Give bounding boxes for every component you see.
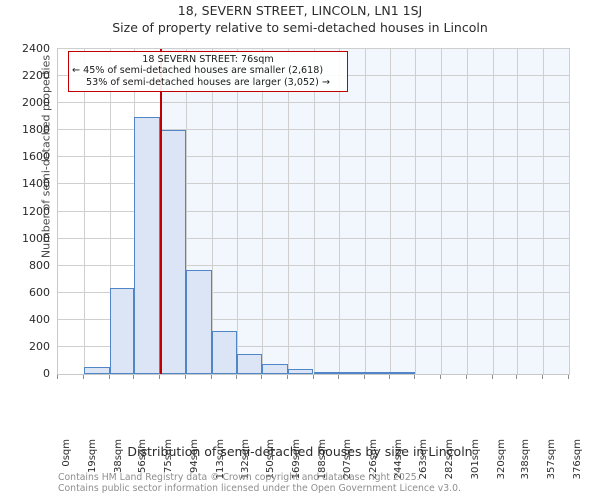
x-axis-tick-mark [414, 375, 416, 379]
histogram-bar [159, 130, 186, 374]
x-axis-tick-mark [184, 375, 186, 379]
gridline-vertical [109, 49, 111, 374]
y-axis-tick-label: 400 [29, 312, 50, 326]
y-axis-tick-label: 2000 [22, 96, 50, 110]
x-axis-tick-mark [57, 375, 58, 379]
gridline-vertical [492, 49, 494, 374]
histogram-bar [185, 269, 212, 374]
y-axis-tick-label: 1800 [22, 123, 50, 137]
y-axis-tick-label: 0 [43, 367, 50, 380]
x-axis-tick-mark [466, 375, 468, 379]
page-title: 18, SEVERN STREET, LINCOLN, LN1 1SJ [177, 3, 423, 18]
histogram-bar [134, 116, 160, 374]
gridline-vertical [517, 49, 519, 374]
x-axis-tick-mark [364, 375, 366, 379]
annotation-line-3: 53% of semi-detached houses are larger (… [86, 76, 330, 88]
x-axis-tick-mark [108, 375, 110, 379]
footer-line-2: Contains public sector information licen… [58, 483, 461, 494]
x-axis-label: Distribution of semi-detached houses by … [127, 444, 473, 459]
x-axis-tick-mark [210, 375, 212, 379]
histogram-bar [313, 371, 340, 374]
y-axis-tick-label: 200 [29, 339, 50, 353]
histogram-bar [237, 354, 262, 374]
histogram-bar [83, 366, 110, 374]
histogram-bar [365, 372, 390, 374]
gridline-vertical [339, 49, 341, 374]
y-axis-tick-label: 800 [29, 258, 50, 272]
x-axis-tick-mark [338, 375, 340, 379]
y-axis-tick-label: 600 [29, 285, 50, 299]
x-axis-ticks: 0sqm 19sqm 38sqm 56sqm 75sqm 94sqm 113sqm 132sq… [57, 375, 583, 479]
x-axis-tick-mark [516, 375, 518, 379]
x-axis-tick-mark [286, 375, 288, 379]
y-axis-tick-label: 1600 [22, 150, 50, 164]
y-axis-tick-label: 1200 [22, 204, 50, 218]
histogram-bar [211, 331, 238, 374]
histogram-bar [287, 369, 314, 374]
gridline-vertical [569, 49, 570, 374]
x-axis-tick-mark [440, 375, 442, 379]
gridline-vertical [261, 49, 263, 374]
x-axis-tick-mark [491, 375, 493, 379]
gridline-vertical [441, 49, 443, 374]
plot-area [57, 48, 570, 375]
annotation-line-1: 18 SEVERN STREET: 76sqm [142, 54, 274, 65]
attribution-footer: Contains HM Land Registry data © Crown c… [58, 472, 578, 494]
gridline-vertical [543, 49, 545, 374]
gridline-vertical [313, 49, 315, 374]
x-axis-tick-mark [568, 375, 569, 379]
gridline-vertical [211, 49, 213, 374]
x-axis-tick-mark [312, 375, 314, 379]
y-axis-tick-label: 1000 [22, 231, 50, 245]
property-marker-line [160, 49, 163, 374]
y-axis-ticks: 0 200 400 600 800 1000 1200 1400 1600 1800 2000 220… [0, 43, 50, 380]
gridline-vertical [185, 49, 187, 374]
chart-title-block: 18, SEVERN STREET, LINCOLN, LN1 1SJ Size… [0, 0, 600, 35]
histogram-bars [58, 49, 569, 374]
y-axis-tick-label: 1400 [22, 177, 50, 191]
gridline-vertical [237, 49, 239, 374]
histogram-bar [389, 372, 416, 374]
chart-subtitle: Size of property relative to semi-detach… [112, 20, 488, 35]
annotation-line-2: ← 45% of semi-detached houses are smalle… [72, 65, 324, 77]
x-axis-tick-mark [542, 375, 544, 379]
gridline-vertical [389, 49, 391, 374]
property-annotation-box: 18 SEVERN STREET: 76sqm ← 45% of semi-de… [68, 51, 348, 93]
gridline-vertical [287, 49, 289, 374]
x-axis-tick-mark [158, 375, 160, 379]
gridline-horizontal [58, 48, 569, 49]
gridline-vertical [83, 49, 85, 374]
x-axis-tick-mark [260, 375, 262, 379]
gridline-vertical [415, 49, 417, 374]
x-axis-tick-mark [236, 375, 238, 379]
y-axis-tick-label: 2200 [22, 69, 50, 83]
x-axis-tick-mark [82, 375, 84, 379]
x-axis-tick-mark [133, 375, 135, 379]
footer-line-1: Contains HM Land Registry data © Crown c… [58, 472, 420, 483]
histogram-bar [109, 288, 135, 374]
x-axis-tick-mark [388, 375, 390, 379]
gridline-vertical [467, 49, 469, 374]
y-axis-tick-label: 2400 [22, 42, 50, 55]
histogram-bar [261, 363, 288, 374]
histogram-bar [339, 372, 366, 374]
gridline-vertical [365, 49, 367, 374]
